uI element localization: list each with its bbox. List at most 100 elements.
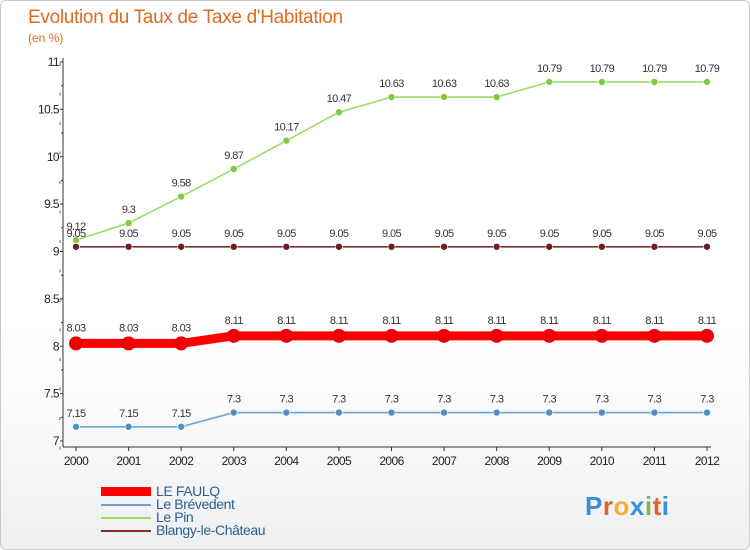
y-tick-label: 11 [48, 55, 60, 69]
data-label-le-faulq: 8.11 [593, 315, 612, 327]
y-tick-label: 10.5 [38, 102, 60, 116]
data-label-le-brevedent: 7.3 [332, 394, 346, 406]
data-label-le-faulq: 8.11 [225, 315, 244, 327]
data-label-le-faulq: 8.03 [172, 322, 191, 334]
x-tick-label: 2010 [590, 454, 615, 468]
legend-swatch-le-pin [101, 517, 151, 519]
x-tick-label: 2002 [169, 454, 194, 468]
data-label-blangy: 9.05 [540, 228, 559, 240]
data-point-le-faulq [174, 336, 189, 351]
data-point-le-brevedent [229, 408, 238, 417]
legend-swatch-le-faulq [101, 487, 151, 496]
data-label-le-faulq: 8.11 [698, 315, 717, 327]
data-point-blangy [177, 242, 185, 251]
data-point-blangy [492, 242, 501, 251]
data-label-blangy: 9.05 [277, 228, 296, 240]
data-label-blangy: 9.05 [435, 228, 454, 240]
legend-label-le-pin: Le Pin [156, 509, 194, 525]
data-point-le-pin [440, 93, 448, 101]
data-point-le-pin [124, 219, 133, 227]
data-point-le-pin [598, 78, 606, 86]
data-point-le-pin [650, 78, 659, 86]
data-label-le-pin: 10.63 [484, 78, 509, 90]
data-label-le-brevedent: 7.3 [700, 394, 714, 406]
legend-label-blangy: Blangy-le-Château [156, 522, 266, 538]
data-label-le-faulq: 8.03 [66, 322, 85, 334]
data-label-blangy: 9.05 [172, 228, 191, 240]
data-label-le-pin: 9.12 [66, 221, 85, 233]
data-label-blangy: 9.05 [66, 228, 85, 240]
data-label-blangy: 9.05 [382, 228, 401, 240]
data-point-blangy [545, 242, 554, 251]
y-tick-label: 8 [53, 339, 60, 353]
data-label-le-brevedent: 7.3 [437, 394, 451, 406]
brand-letter: x [629, 491, 645, 521]
data-point-blangy [72, 242, 80, 251]
data-point-le-brevedent [387, 408, 396, 417]
data-label-le-faulq: 8.03 [119, 322, 138, 334]
brand-letter: o [613, 491, 630, 521]
x-tick-label: 2011 [643, 454, 667, 468]
data-point-le-faulq [489, 328, 504, 343]
x-tick-label: 2001 [116, 454, 141, 468]
data-label-le-brevedent: 7.3 [543, 394, 557, 406]
data-label-le-pin: 10.79 [642, 63, 667, 75]
data-point-le-pin [703, 78, 711, 86]
legend-label-le-brevedent: Le Brévedent [156, 496, 235, 512]
data-point-le-pin [177, 192, 185, 201]
data-label-blangy: 9.05 [697, 228, 716, 240]
data-point-le-brevedent [650, 408, 659, 417]
y-tick-label: 9 [53, 245, 60, 259]
data-point-le-brevedent [703, 408, 711, 417]
x-tick-label: 2008 [485, 454, 510, 468]
brand-letter: t [652, 491, 662, 521]
data-label-le-pin: 10.47 [327, 93, 352, 105]
data-label-le-faulq: 8.11 [435, 315, 454, 327]
data-point-le-brevedent [282, 408, 291, 417]
brand-letter: i [644, 491, 653, 521]
brand-letter: i [661, 491, 670, 521]
data-point-le-brevedent [492, 408, 501, 417]
data-label-le-brevedent: 7.15 [66, 408, 85, 420]
y-tick-label: 8.5 [44, 292, 60, 306]
data-label-le-brevedent: 7.15 [172, 408, 191, 420]
data-point-le-brevedent [598, 408, 606, 417]
data-point-le-pin [282, 136, 291, 145]
y-tick-label: 10 [47, 150, 60, 164]
data-point-blangy [282, 242, 291, 251]
x-tick-label: 2006 [379, 454, 404, 468]
data-label-blangy: 9.05 [329, 228, 348, 240]
data-label-le-pin: 10.63 [432, 78, 457, 90]
brand-letter: P [585, 491, 603, 521]
data-point-le-brevedent [335, 408, 343, 417]
data-point-le-brevedent [545, 408, 554, 417]
data-label-blangy: 9.05 [224, 228, 243, 240]
data-point-le-pin [335, 108, 343, 117]
data-label-le-brevedent: 7.3 [595, 394, 609, 406]
data-point-le-pin [492, 93, 501, 101]
data-point-le-faulq [647, 328, 662, 343]
data-point-le-faulq [331, 328, 346, 343]
data-label-le-faulq: 8.11 [330, 315, 349, 327]
data-label-le-pin: 9.58 [172, 178, 191, 190]
data-label-blangy: 9.05 [119, 228, 138, 240]
data-label-le-brevedent: 7.3 [648, 394, 662, 406]
data-point-blangy [650, 242, 659, 251]
data-label-le-brevedent: 7.15 [119, 408, 138, 420]
data-point-blangy [229, 242, 238, 251]
data-label-le-brevedent: 7.3 [227, 394, 241, 406]
series-line-le-pin [75, 81, 708, 241]
data-point-le-pin [72, 236, 80, 244]
data-point-le-brevedent [72, 422, 80, 431]
data-point-le-faulq [542, 328, 557, 343]
data-label-blangy: 9.05 [592, 228, 611, 240]
data-point-le-brevedent [440, 408, 448, 417]
data-label-le-faulq: 8.11 [277, 315, 296, 327]
y-tick-label: 9.5 [44, 197, 60, 211]
data-label-le-faulq: 8.11 [382, 315, 401, 327]
data-label-le-brevedent: 7.3 [280, 394, 294, 406]
data-label-le-pin: 10.79 [695, 63, 720, 75]
data-label-le-brevedent: 7.3 [385, 394, 399, 406]
data-point-le-pin [545, 78, 554, 86]
line-chart: 7 7.5 8 8.5 9 9.5 10 10.5 11 2000 2001 2002 2003 2004… [38, 55, 721, 468]
